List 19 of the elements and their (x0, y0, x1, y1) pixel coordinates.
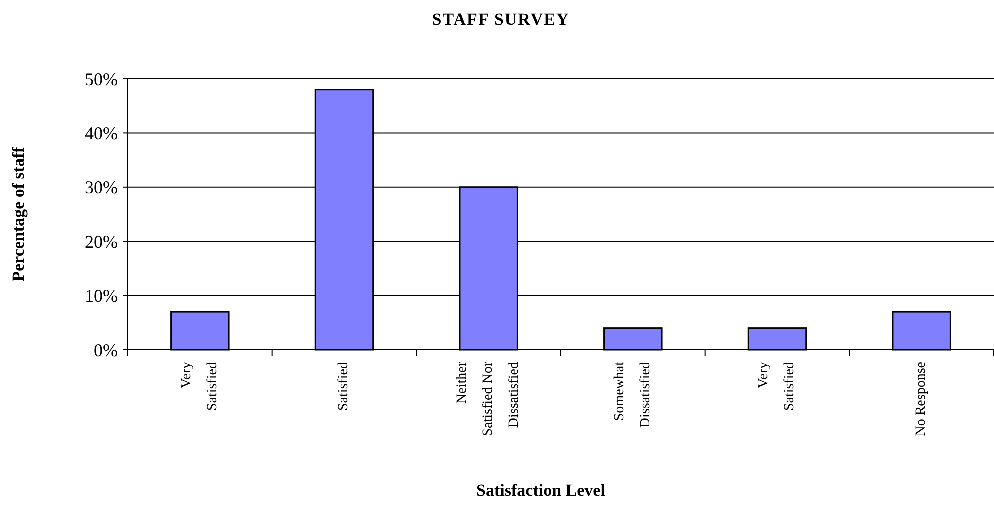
x-tick-label: Neither Satisfied Nor Dissatisfied (455, 362, 522, 436)
bar (748, 328, 808, 351)
y-tick-label: 20% (85, 232, 118, 252)
y-tick-label: 30% (85, 178, 118, 198)
bar (604, 328, 663, 351)
y-tick-label: 10% (85, 286, 118, 306)
bar (170, 311, 230, 351)
y-tick-label: 40% (85, 124, 118, 144)
x-tick-label: Somewhat Dissatisfied (612, 362, 654, 428)
y-axis-title: Percentage of staff (9, 146, 28, 282)
x-tick-label: No Response (914, 362, 930, 436)
chart-title: STAFF SURVEY (432, 10, 570, 29)
bar (892, 311, 952, 351)
x-axis-title: Satisfaction Level (476, 481, 606, 500)
x-tick-label: Very Satisfied (756, 362, 798, 411)
y-tick-label: 50% (85, 69, 118, 90)
x-tick-label: Satisfied (336, 362, 352, 411)
y-tick-label: 0% (94, 340, 118, 360)
x-tick-label: Very Satisfied (179, 362, 220, 411)
